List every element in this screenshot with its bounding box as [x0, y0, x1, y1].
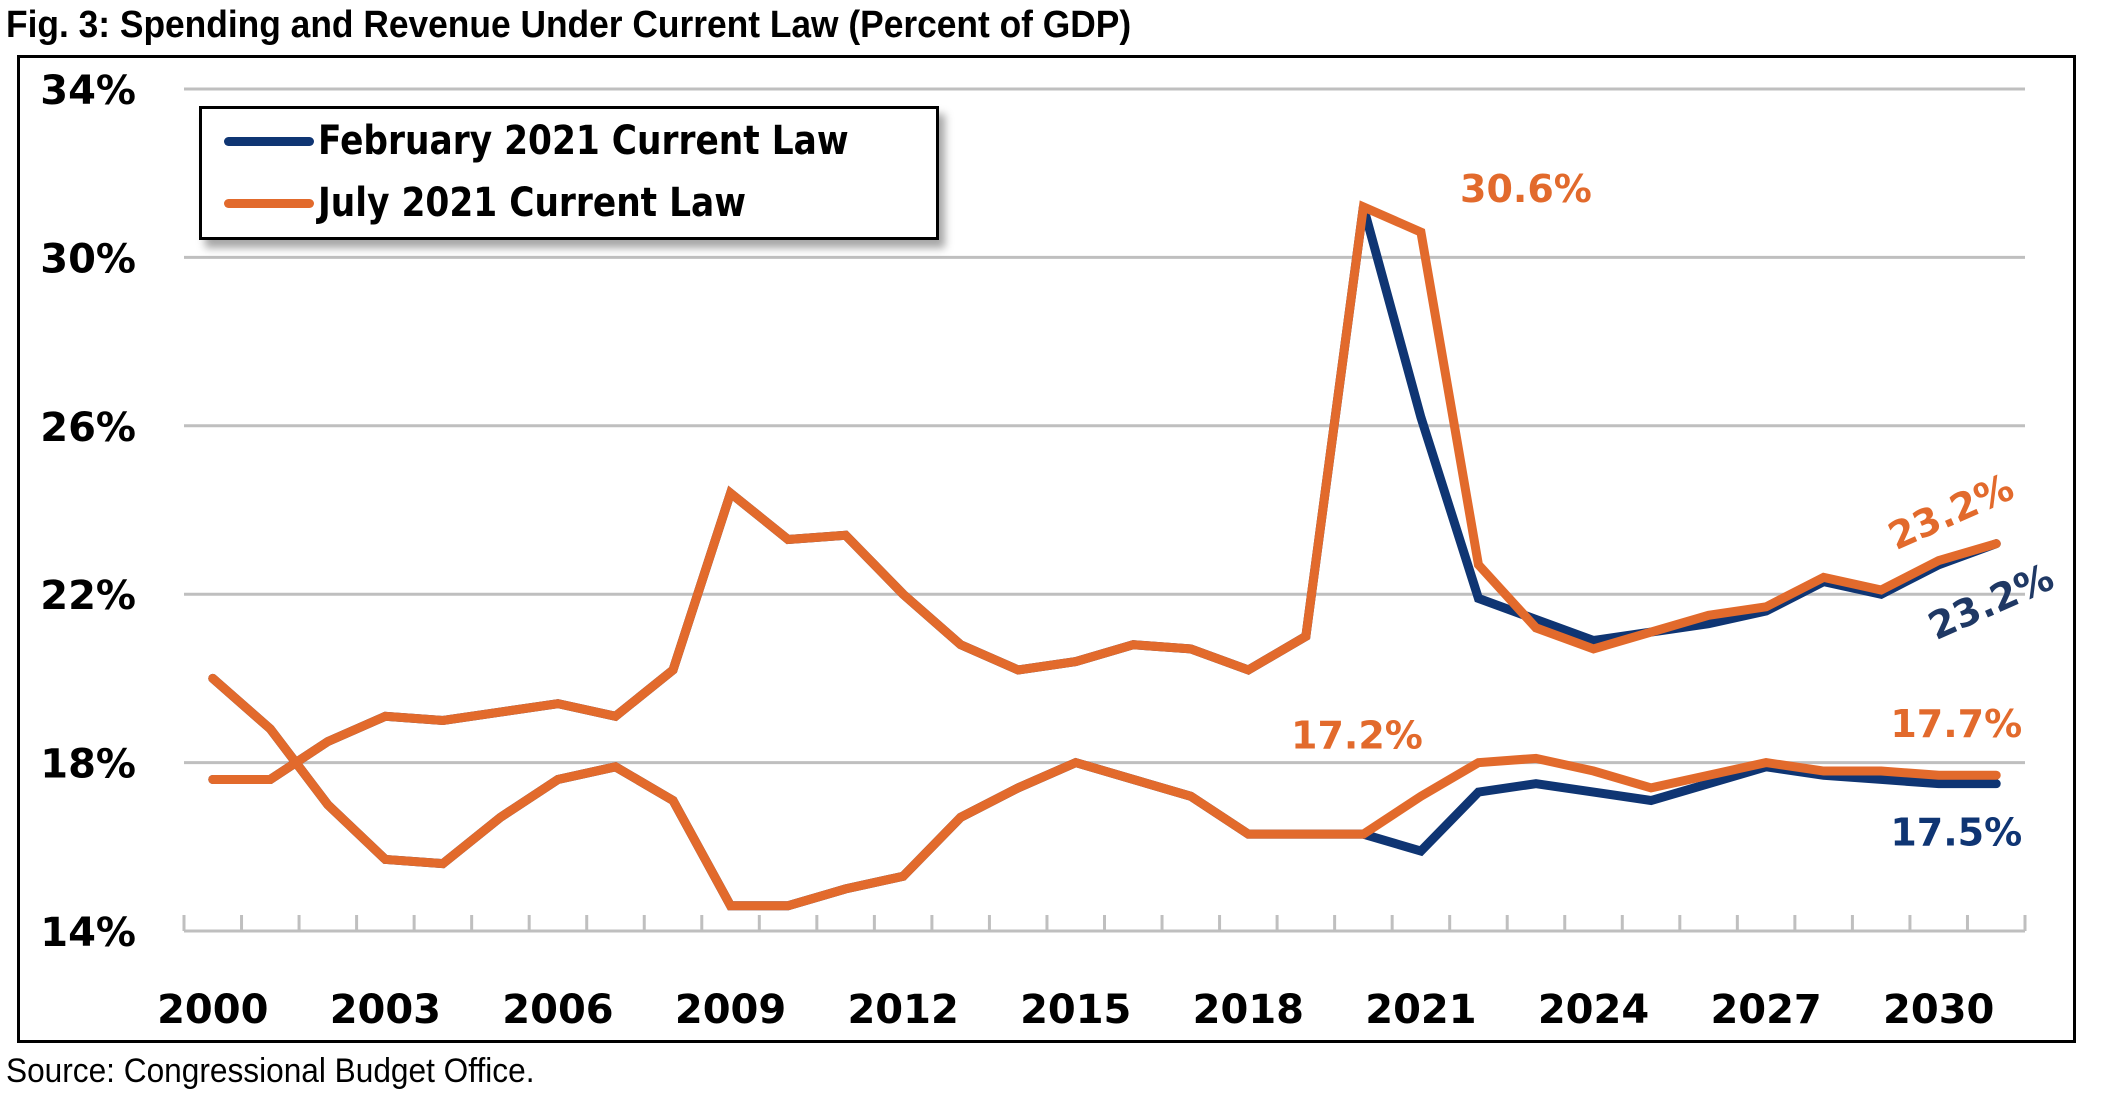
y-tick-label: 34%: [40, 68, 136, 114]
data-label: 23.2%: [1922, 555, 2060, 649]
gridlines: [184, 87, 2025, 765]
series-lines: [208, 200, 2001, 911]
legend-swatch-february: [224, 136, 314, 146]
x-tick-label: 2030: [1883, 987, 1994, 1033]
series-line-july-spending: [208, 200, 2001, 784]
y-tick-label: 30%: [40, 236, 136, 282]
x-tick-label: 2006: [502, 987, 613, 1033]
y-tick-label: 18%: [40, 742, 136, 788]
legend-item-july: July 2021 Current Law: [224, 173, 816, 233]
data-label: 17.5%: [1890, 811, 2022, 855]
chart-frame: [17, 55, 2076, 1043]
series-line-july-revenue: [208, 673, 2001, 911]
x-tick-label: 2015: [1020, 987, 1131, 1033]
data-label: 17.2%: [1291, 713, 1423, 757]
y-tick-label: 26%: [40, 405, 136, 451]
y-tick-label: 22%: [40, 573, 136, 619]
series-line-february-spending: [208, 205, 2001, 784]
legend: February 2021 Current Law July 2021 Curr…: [199, 106, 939, 240]
legend-label-february: February 2021 Current Law: [318, 118, 849, 164]
x-tick-label: 2000: [157, 987, 268, 1033]
y-tick-label: 14%: [40, 910, 136, 956]
data-labels: 30.6%17.2%23.2%23.2%17.7%17.5%: [1291, 167, 2060, 855]
legend-swatch-july: [224, 198, 314, 208]
source-note: Source: Congressional Budget Office.: [6, 1052, 535, 1090]
legend-item-february: February 2021 Current Law: [224, 111, 935, 171]
x-tick-label: 2024: [1538, 987, 1649, 1033]
x-tick-label: 2012: [847, 987, 958, 1033]
data-label: 17.7%: [1890, 702, 2022, 746]
chart-title: Fig. 3: Spending and Revenue Under Curre…: [6, 4, 1132, 46]
y-axis: 34% 30% 26% 22% 18% 14%: [40, 68, 136, 956]
legend-label-july: July 2021 Current Law: [318, 180, 747, 226]
x-tick-label: 2009: [675, 987, 786, 1033]
x-tick-label: 2027: [1710, 987, 1821, 1033]
x-tick-label: 2021: [1365, 987, 1476, 1033]
data-label: 30.6%: [1460, 167, 1592, 211]
x-tick-label: 2018: [1193, 987, 1304, 1033]
x-tick-label: 2003: [330, 987, 441, 1033]
x-axis: 2000 2003 2006 2009 2012 2015 2018 2021 2024 2027…: [157, 915, 2027, 1033]
